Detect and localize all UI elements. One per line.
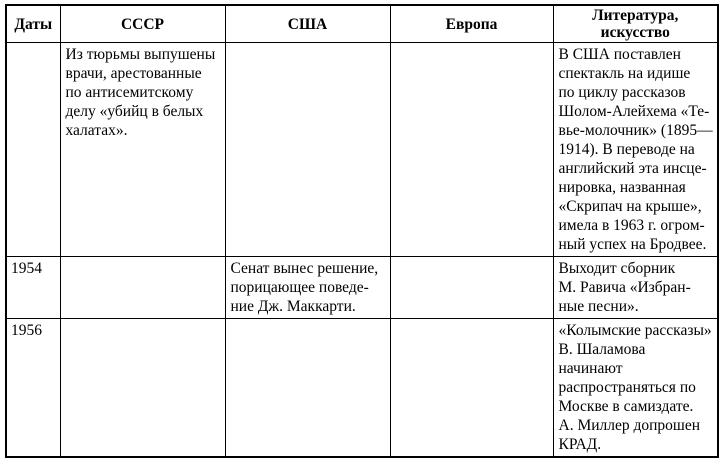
column-header-ussr: СССР <box>59 4 226 43</box>
table-row: Из тюрьмы выпушены врачи, арестованные п… <box>5 42 719 257</box>
cell-usa: Сенат вынес решение, порицающее поведе- … <box>224 256 391 319</box>
cell-ussr <box>59 318 226 458</box>
table-row: 1956 «Колымские рассказы» В. Шаламова на… <box>5 318 719 458</box>
cell-date <box>5 42 61 257</box>
chronology-table: Даты СССР США Европа Литература, искусст… <box>5 4 719 458</box>
cell-europe <box>389 256 554 319</box>
cell-literature: «Колымские рассказы» В. Шаламова начинаю… <box>552 318 719 458</box>
cell-date: 1954 <box>5 256 61 319</box>
table-row: 1954 Сенат вынес решение, порицающее пов… <box>5 256 719 319</box>
cell-usa <box>224 318 391 458</box>
column-header-dates: Даты <box>5 4 61 43</box>
cell-date: 1956 <box>5 318 61 458</box>
cell-literature: Выходит сборник М. Равича «Избран- ные п… <box>552 256 719 319</box>
cell-ussr: Из тюрьмы выпушены врачи, арестованные п… <box>59 42 226 257</box>
cell-europe <box>389 318 554 458</box>
column-header-europe: Европа <box>389 4 554 43</box>
cell-ussr <box>59 256 226 319</box>
header-row: Даты СССР США Европа Литература, искусст… <box>5 4 719 43</box>
column-header-usa: США <box>224 4 391 43</box>
column-header-literature: Литература, искусство <box>552 4 719 43</box>
document-page: Даты СССР США Европа Литература, искусст… <box>5 4 719 458</box>
cell-literature: В США поставлен спектакль на идише по ци… <box>552 42 719 257</box>
cell-usa <box>224 42 391 257</box>
cell-europe <box>389 42 554 257</box>
